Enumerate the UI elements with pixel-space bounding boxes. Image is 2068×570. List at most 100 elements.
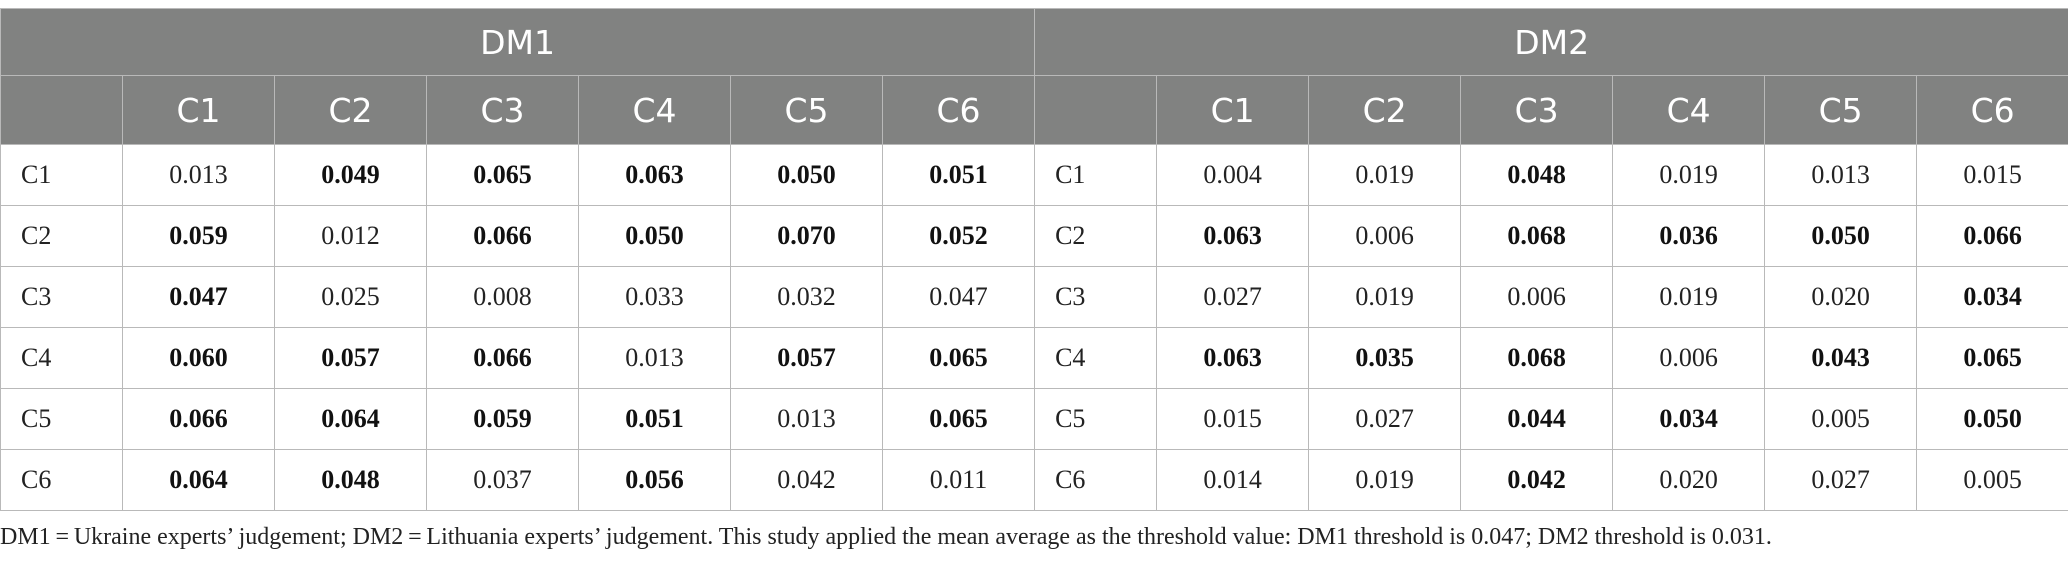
dm2-value-cell: 0.019: [1612, 144, 1766, 206]
dm1-value-cell: 0.033: [578, 266, 731, 328]
table-body: C1 0.013 0.049 0.065 0.063 0.050 0.051 C1 0.004 0…: [0, 144, 2068, 511]
dm1-value-cell: 0.037: [426, 449, 579, 511]
dm1-column-header: C4: [578, 75, 731, 145]
dm2-row-label: C2: [1034, 205, 1158, 267]
dm1-corner-cell: [0, 75, 123, 145]
dm1-value-cell: 0.013: [730, 388, 883, 450]
dm1-value-cell: 0.025: [274, 266, 427, 328]
dm1-row-label: C2: [0, 205, 123, 267]
dm1-value-cell: 0.059: [426, 388, 579, 450]
dm2-value-cell: 0.044: [1460, 388, 1614, 450]
dm1-value-cell: 0.008: [426, 266, 579, 328]
dm2-value-cell: 0.006: [1460, 266, 1614, 328]
dm1-value-cell: 0.056: [578, 449, 731, 511]
dm1-value-cell: 0.057: [730, 327, 883, 389]
dm1-value-cell: 0.049: [274, 144, 427, 206]
dm2-value-cell: 0.068: [1460, 327, 1614, 389]
dm2-value-cell: 0.027: [1764, 449, 1918, 511]
dm1-row-label: C6: [0, 449, 123, 511]
dm1-value-cell: 0.064: [122, 449, 275, 511]
dm2-value-cell: 0.005: [1916, 449, 2068, 511]
dm2-value-cell: 0.019: [1308, 144, 1462, 206]
dm2-column-header: C2: [1308, 75, 1462, 145]
dm1-value-cell: 0.013: [122, 144, 275, 206]
dm2-value-cell: 0.015: [1916, 144, 2068, 206]
table-row: C3 0.047 0.025 0.008 0.033 0.032 0.047 C3 0.027 0…: [0, 266, 2068, 328]
dm1-value-cell: 0.066: [426, 327, 579, 389]
dm2-value-cell: 0.006: [1612, 327, 1766, 389]
dm1-value-cell: 0.047: [881, 266, 1036, 328]
dm2-value-cell: 0.050: [1916, 388, 2068, 450]
results-table: DM1 DM2 C1 C2 C3 C4 C5 C6 C1 C2 C3 C4 C5 C6 C1 0.013…: [0, 8, 2068, 511]
dm1-value-cell: 0.051: [881, 144, 1036, 206]
dm1-row-label: C3: [0, 266, 123, 328]
dm2-value-cell: 0.015: [1156, 388, 1310, 450]
dm2-value-cell: 0.034: [1916, 266, 2068, 328]
dm2-column-header: C6: [1916, 75, 2068, 145]
table-row: C5 0.066 0.064 0.059 0.051 0.013 0.065 C5 0.015 0…: [0, 388, 2068, 450]
dm2-value-cell: 0.048: [1460, 144, 1614, 206]
dm2-value-cell: 0.034: [1612, 388, 1766, 450]
dm2-value-cell: 0.035: [1308, 327, 1462, 389]
dm2-row-label: C3: [1034, 266, 1158, 328]
dm1-value-cell: 0.012: [274, 205, 427, 267]
dm1-row-label: C5: [0, 388, 123, 450]
dm2-corner-cell: [1034, 75, 1158, 145]
dm1-value-cell: 0.065: [881, 327, 1036, 389]
group-header-dm2: DM2: [1034, 8, 2068, 76]
dm1-value-cell: 0.060: [122, 327, 275, 389]
table-container: DM1 DM2 C1 C2 C3 C4 C5 C6 C1 C2 C3 C4 C5 C6 C1 0.013…: [0, 8, 2068, 511]
dm1-value-cell: 0.066: [426, 205, 579, 267]
dm2-value-cell: 0.004: [1156, 144, 1310, 206]
group-header-row: DM1 DM2: [0, 8, 2068, 76]
dm1-value-cell: 0.042: [730, 449, 883, 511]
table-row: C2 0.059 0.012 0.066 0.050 0.070 0.052 C2 0.063 0…: [0, 205, 2068, 267]
dm1-column-header: C1: [122, 75, 275, 145]
dm1-value-cell: 0.065: [426, 144, 579, 206]
dm2-value-cell: 0.065: [1916, 327, 2068, 389]
dm1-value-cell: 0.064: [274, 388, 427, 450]
dm1-column-header: C2: [274, 75, 427, 145]
dm1-value-cell: 0.057: [274, 327, 427, 389]
dm1-value-cell: 0.032: [730, 266, 883, 328]
dm1-row-label: C1: [0, 144, 123, 206]
dm1-column-header: C6: [881, 75, 1036, 145]
dm2-value-cell: 0.063: [1156, 327, 1310, 389]
dm2-value-cell: 0.066: [1916, 205, 2068, 267]
dm2-column-header: C3: [1460, 75, 1614, 145]
dm1-row-label: C4: [0, 327, 123, 389]
dm2-value-cell: 0.027: [1156, 266, 1310, 328]
dm2-value-cell: 0.020: [1764, 266, 1918, 328]
dm2-value-cell: 0.019: [1612, 266, 1766, 328]
dm2-value-cell: 0.020: [1612, 449, 1766, 511]
dm2-row-label: C6: [1034, 449, 1158, 511]
dm2-value-cell: 0.014: [1156, 449, 1310, 511]
dm1-column-header: C3: [426, 75, 579, 145]
dm2-value-cell: 0.043: [1764, 327, 1918, 389]
dm2-value-cell: 0.006: [1308, 205, 1462, 267]
table-header: DM1 DM2 C1 C2 C3 C4 C5 C6 C1 C2 C3 C4 C5 C6: [0, 8, 2068, 145]
dm2-column-header: C1: [1156, 75, 1310, 145]
dm1-value-cell: 0.047: [122, 266, 275, 328]
dm2-column-header: C4: [1612, 75, 1766, 145]
dm1-value-cell: 0.065: [881, 388, 1036, 450]
table-row: C4 0.060 0.057 0.066 0.013 0.057 0.065 C4 0.063 0…: [0, 327, 2068, 389]
table-row: C1 0.013 0.049 0.065 0.063 0.050 0.051 C1 0.004 0…: [0, 144, 2068, 206]
dm1-value-cell: 0.048: [274, 449, 427, 511]
dm1-value-cell: 0.013: [578, 327, 731, 389]
dm2-row-label: C4: [1034, 327, 1158, 389]
dm2-value-cell: 0.013: [1764, 144, 1918, 206]
dm1-value-cell: 0.063: [578, 144, 731, 206]
dm2-value-cell: 0.027: [1308, 388, 1462, 450]
dm2-row-label: C5: [1034, 388, 1158, 450]
dm1-column-header: C5: [730, 75, 883, 145]
dm2-value-cell: 0.019: [1308, 266, 1462, 328]
dm2-value-cell: 0.063: [1156, 205, 1310, 267]
dm1-value-cell: 0.052: [881, 205, 1036, 267]
dm1-value-cell: 0.050: [730, 144, 883, 206]
dm1-value-cell: 0.050: [578, 205, 731, 267]
dm1-value-cell: 0.059: [122, 205, 275, 267]
dm1-value-cell: 0.051: [578, 388, 731, 450]
table-footnote: DM1 = Ukraine experts’ judgement; DM2 = …: [0, 524, 1772, 550]
dm2-value-cell: 0.042: [1460, 449, 1614, 511]
